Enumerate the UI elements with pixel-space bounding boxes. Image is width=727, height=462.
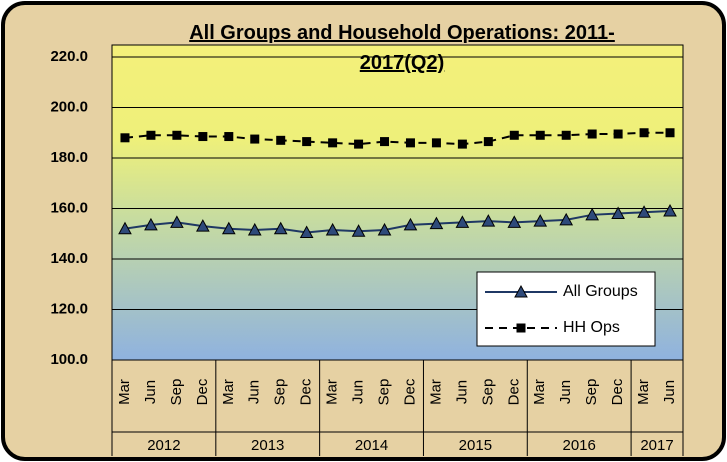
x-tick-label: Dec <box>194 378 211 405</box>
point <box>559 212 574 226</box>
point <box>377 222 392 236</box>
point <box>533 214 548 227</box>
legend <box>476 271 656 347</box>
point <box>247 222 262 236</box>
x-tick-label: Sep <box>375 379 392 406</box>
x-group-label: 2012 <box>147 437 180 454</box>
legend-label: HH Ops <box>563 319 620 336</box>
y-tick-label: 100.0 <box>50 351 88 368</box>
x-tick-label: Dec <box>505 378 522 405</box>
point <box>325 222 340 236</box>
y-tick-label: 120.0 <box>50 300 88 317</box>
point <box>663 203 677 217</box>
x-tick-label: Mar <box>427 379 444 405</box>
point <box>276 135 286 145</box>
point <box>587 129 597 139</box>
x-group-label: 2017 <box>640 437 673 454</box>
point <box>144 217 158 231</box>
point <box>613 129 623 139</box>
point <box>429 216 444 230</box>
y-tick-label: 180.0 <box>50 149 88 166</box>
point <box>328 138 338 148</box>
x-tick-label: Jun <box>557 380 574 404</box>
point <box>639 128 649 138</box>
point <box>611 206 625 220</box>
x-tick-label: Sep <box>168 379 185 406</box>
point <box>637 205 651 218</box>
point <box>585 207 600 221</box>
series-line <box>124 210 671 234</box>
point <box>250 134 260 144</box>
point <box>509 130 519 140</box>
point <box>431 138 441 148</box>
x-tick-label: Jun <box>350 380 367 404</box>
x-tick-label: Mar <box>116 379 133 405</box>
x-tick-label: Sep <box>272 379 289 406</box>
point <box>455 215 470 228</box>
y-tick-label: 220.0 <box>50 48 88 65</box>
point <box>302 137 312 147</box>
x-tick-label: Dec <box>298 378 315 405</box>
point <box>118 221 132 235</box>
x-group-label: 2015 <box>459 437 492 454</box>
y-tick-label: 140.0 <box>50 250 88 267</box>
point <box>561 130 571 140</box>
point <box>351 224 366 237</box>
point <box>665 128 675 138</box>
x-group-label: 2016 <box>562 437 595 454</box>
point <box>198 132 208 142</box>
point <box>146 130 156 140</box>
point <box>172 130 182 140</box>
point <box>483 137 493 147</box>
x-tick-label: Jun <box>246 380 263 404</box>
y-tick-label: 160.0 <box>50 199 88 216</box>
x-tick-label: Mar <box>220 379 237 405</box>
point <box>195 219 210 232</box>
point <box>481 214 496 227</box>
legend-marker <box>516 323 526 333</box>
series-line <box>124 131 671 146</box>
chart-title: All Groups and Household Operations: 201… <box>189 22 615 74</box>
x-tick-label: Jun <box>661 380 678 404</box>
x-tick-label: Sep <box>479 379 496 406</box>
x-tick-label: Sep <box>583 379 600 406</box>
point <box>405 138 415 148</box>
point <box>120 133 130 143</box>
y-tick-label: 200.0 <box>50 98 88 115</box>
legend-marker <box>514 284 528 298</box>
point <box>221 221 236 235</box>
x-tick-label: Jun <box>142 380 159 404</box>
x-group-label: 2014 <box>355 437 388 454</box>
legend-label: All Groups <box>563 283 638 300</box>
point <box>457 139 467 149</box>
point <box>224 132 234 142</box>
point <box>299 225 314 238</box>
point <box>380 137 390 147</box>
x-tick-label: Mar <box>324 379 341 405</box>
x-tick-label: Mar <box>635 379 652 405</box>
x-tick-label: Dec <box>609 378 626 405</box>
point <box>273 221 288 235</box>
point <box>403 217 418 231</box>
point <box>170 215 184 228</box>
x-tick-label: Dec <box>401 378 418 405</box>
x-group-label: 2013 <box>251 437 284 454</box>
x-tick-label: Mar <box>531 379 548 405</box>
point <box>535 130 545 140</box>
point <box>354 139 364 149</box>
point <box>507 215 522 228</box>
x-tick-label: Jun <box>453 380 470 404</box>
